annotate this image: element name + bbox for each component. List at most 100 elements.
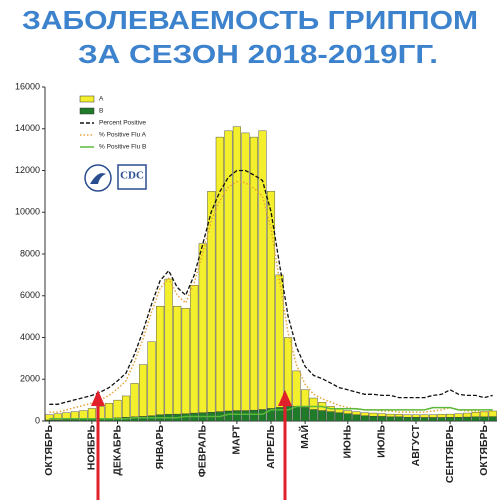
bar [488, 416, 497, 422]
chart-title: ЗАБОЛЕВАЕМОСТЬ ГРИППОМ [22, 5, 478, 35]
bar [335, 412, 344, 422]
legend-label: % Positive Flu B [99, 144, 146, 151]
logos: CDC [84, 164, 147, 192]
x-tick-label: АВГУСТ [410, 424, 422, 466]
bar [215, 136, 224, 412]
bar [121, 395, 131, 418]
bar [130, 383, 139, 418]
bar [446, 413, 455, 418]
hhs-eagle [90, 173, 106, 184]
bar [360, 412, 369, 416]
bar [266, 191, 276, 409]
bar [309, 397, 318, 410]
bar [292, 406, 301, 422]
bar [429, 417, 438, 422]
bar [394, 414, 403, 418]
bar [70, 419, 79, 422]
bar [301, 389, 310, 408]
bar [352, 414, 361, 422]
bar [480, 411, 489, 418]
bar [369, 415, 378, 422]
line [49, 169, 493, 405]
bar [147, 341, 156, 416]
bar [249, 136, 258, 411]
y-tick-label: 12000 [15, 165, 40, 175]
bar [454, 413, 463, 418]
bar [411, 414, 421, 418]
bar [79, 419, 88, 422]
logo-text: CDC [120, 170, 144, 182]
bar [198, 243, 207, 413]
bar [104, 403, 113, 419]
bar [181, 308, 190, 414]
bar [284, 337, 293, 407]
x-tick-label: ИЮЛЬ [376, 425, 388, 458]
hhs-logo [84, 164, 112, 192]
bar [420, 414, 429, 418]
bar [318, 410, 327, 422]
bar [480, 416, 489, 422]
bar [420, 417, 429, 422]
bar [241, 132, 250, 411]
legend-label: Percent Positive [99, 120, 146, 127]
y-tick-label: 8000 [20, 248, 40, 258]
bar [224, 130, 233, 412]
bar [343, 410, 352, 414]
bar [87, 408, 96, 420]
x-tick-label: АПРЕЛЬ [265, 425, 277, 469]
bar [454, 417, 463, 422]
bar [249, 409, 258, 422]
bar [156, 305, 165, 415]
bar [164, 278, 173, 415]
bar [241, 410, 250, 422]
y-tick-label: 0 [35, 415, 40, 425]
cdc-logo [117, 164, 147, 190]
x-tick-label: ДЕКАБРЬ [111, 425, 123, 476]
legend-label: B [99, 108, 103, 115]
bar [446, 417, 455, 422]
x-tick-label: СЕНТЯБРЬ [444, 425, 456, 484]
chart-title: ЗА СЕЗОН 2018-2019ГГ. [78, 39, 438, 69]
line [49, 405, 493, 420]
bar [343, 413, 352, 422]
bar [377, 416, 386, 422]
bar [207, 191, 216, 413]
bar [352, 411, 361, 415]
x-tick-label: ЯНВАРЬ [154, 425, 166, 470]
y-tick-label: 10000 [15, 207, 40, 217]
bar [394, 416, 403, 422]
bar [190, 285, 199, 414]
bar [471, 416, 480, 422]
arrow-head [91, 390, 105, 406]
bar [369, 412, 378, 417]
bar [258, 130, 267, 410]
x-tick-label: ОКТЯБРЬ [478, 425, 490, 476]
bar [429, 414, 438, 418]
bar [292, 370, 301, 407]
y-tick-label: 14000 [15, 123, 40, 133]
y-tick-label: 16000 [15, 81, 40, 91]
bar [463, 416, 472, 422]
x-tick-label: МАЙ [298, 425, 311, 449]
x-tick-label: ФЕВРАЛЬ [197, 425, 209, 478]
arrows [91, 390, 292, 500]
legend-label: % Positive Flu A [99, 132, 147, 139]
bar [471, 412, 480, 418]
bar [309, 409, 318, 422]
bar [411, 417, 421, 422]
x-tick-label: ИЮНЬ [342, 425, 354, 459]
bar [326, 411, 335, 422]
arrow-head [278, 390, 292, 406]
bar [224, 410, 233, 422]
legend-label: A [99, 96, 104, 103]
y-tick-label: 2000 [20, 374, 40, 384]
bar [53, 413, 62, 421]
bar [386, 413, 395, 418]
bar [173, 305, 182, 415]
bar [403, 414, 412, 418]
bar [386, 416, 395, 422]
bar [437, 414, 446, 418]
bar [488, 410, 497, 417]
legend-swatch [79, 107, 95, 115]
